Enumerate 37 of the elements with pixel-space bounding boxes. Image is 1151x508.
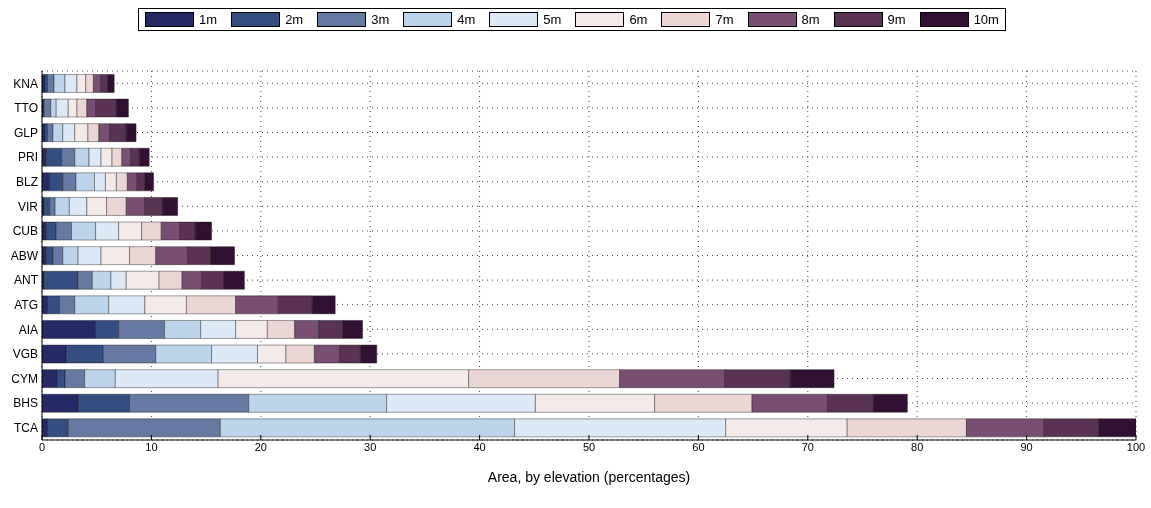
y-tick-label: VIR [17, 199, 39, 214]
y-tick-label: ATG [14, 297, 38, 312]
x-tick-label: 90 [1020, 440, 1033, 453]
legend-label: 5m [543, 12, 562, 27]
legend-label: 4m [457, 12, 476, 27]
x-axis-title: Area, by elevation (percentages) [487, 469, 691, 485]
x-tick-label: 20 [254, 440, 267, 453]
y-tick-label: TTO [14, 101, 38, 116]
y-tick-label: CUB [12, 224, 38, 239]
y-tick-label: ABW [10, 248, 39, 263]
x-tick-label: 60 [692, 440, 705, 453]
x-tick-label: 100 [1126, 440, 1146, 453]
y-tick-label: BLZ [15, 174, 38, 189]
y-tick-label: CYM [11, 371, 38, 386]
y-tick-label: AIA [18, 322, 38, 337]
legend-label: 3m [371, 12, 390, 27]
y-tick-label: VGB [12, 347, 38, 362]
legend-label: 2m [285, 12, 304, 27]
x-tick-label: 80 [911, 440, 924, 453]
x-tick-label: 10 [145, 440, 158, 453]
legend-label: 10m [973, 12, 999, 27]
y-tick-label: KNA [13, 76, 38, 91]
legend-label: 1m [199, 12, 218, 27]
y-tick-label: ANT [14, 273, 39, 288]
x-tick-label: 30 [364, 440, 377, 453]
y-tick-label: BHS [13, 396, 38, 411]
legend-label: 9m [887, 12, 906, 27]
x-tick-label: 50 [582, 440, 596, 453]
y-tick-label: GLP [13, 125, 38, 140]
legend-label: 8m [801, 12, 820, 27]
x-tick-label: 70 [801, 440, 814, 453]
x-tick-label: 0 [38, 440, 46, 453]
y-tick-label: PRI [17, 150, 38, 165]
legend-label: 6m [629, 12, 648, 27]
legend-label: 7m [715, 12, 734, 27]
y-tick-label: TCA [14, 420, 38, 435]
x-tick-label: 40 [473, 440, 486, 453]
